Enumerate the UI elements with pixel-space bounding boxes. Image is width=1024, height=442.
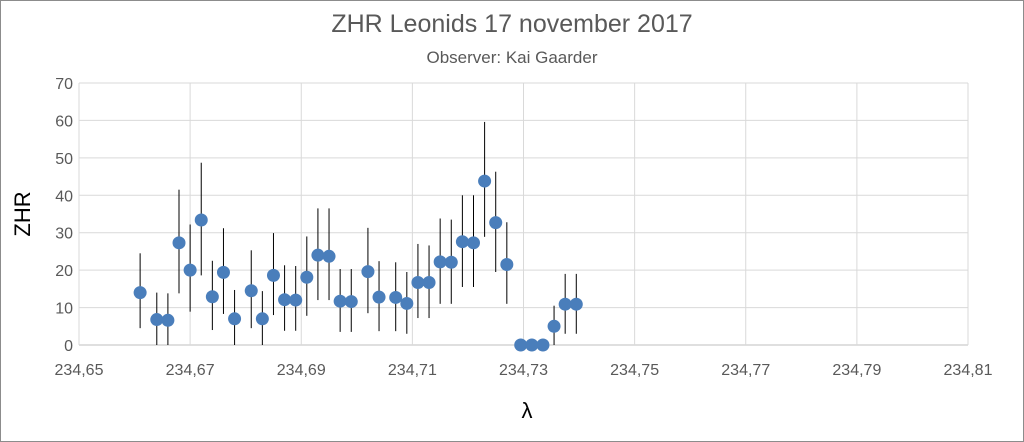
data-point <box>333 294 347 308</box>
data-point <box>228 312 242 326</box>
data-point <box>525 338 539 352</box>
data-point <box>216 265 230 279</box>
x-axis-label: λ <box>522 398 533 423</box>
y-axis-ticks: 0 10 20 30 40 50 60 70 <box>55 76 73 355</box>
data-point <box>361 265 375 279</box>
data-point <box>183 263 197 277</box>
data-point <box>161 313 175 327</box>
y-tick-label: 70 <box>55 76 73 93</box>
x-tick-label: 234,77 <box>721 362 770 379</box>
data-point <box>289 293 303 307</box>
y-axis-label: ZHR <box>10 191 35 236</box>
error-bars <box>139 121 577 345</box>
x-tick-label: 234,75 <box>610 362 659 379</box>
data-point <box>344 295 358 309</box>
x-tick-label: 234,69 <box>277 362 326 379</box>
data-point <box>244 284 258 298</box>
x-tick-label: 234,79 <box>832 362 881 379</box>
y-tick-label: 30 <box>55 226 73 243</box>
data-point <box>194 213 208 227</box>
gridlines <box>78 82 969 346</box>
data-point <box>311 248 325 262</box>
data-point <box>172 236 186 250</box>
data-point <box>372 290 386 304</box>
data-point <box>466 236 480 250</box>
y-tick-label: 0 <box>64 338 73 355</box>
data-point <box>278 293 292 307</box>
data-point <box>444 255 458 269</box>
x-axis-ticks: 234,65 234,67 234,69 234,71 234,73 234,75 234,… <box>55 362 993 379</box>
data-point <box>255 312 269 326</box>
x-tick-label: 234,81 <box>944 362 993 379</box>
data-point <box>547 319 561 333</box>
data-point <box>478 174 492 188</box>
data-point <box>150 313 164 327</box>
data-point <box>266 268 280 282</box>
data-point <box>422 275 436 289</box>
x-tick-label: 234,73 <box>499 362 548 379</box>
data-point <box>489 216 503 230</box>
x-tick-label: 234,71 <box>388 362 437 379</box>
y-tick-label: 60 <box>55 113 73 130</box>
data-point <box>411 275 425 289</box>
y-tick-label: 40 <box>55 188 73 205</box>
y-tick-label: 20 <box>55 263 73 280</box>
data-points <box>133 174 583 352</box>
data-point <box>300 270 314 284</box>
data-point <box>558 297 572 311</box>
data-point <box>205 290 219 304</box>
chart-subtitle: Observer: Kai Gaarder <box>426 48 597 67</box>
data-point <box>322 249 336 263</box>
y-tick-label: 10 <box>55 301 73 318</box>
x-tick-label: 234,67 <box>166 362 215 379</box>
data-point <box>389 290 403 304</box>
chart-title: ZHR Leonids 17 november 2017 <box>331 10 692 38</box>
data-point <box>536 338 550 352</box>
data-point <box>433 255 447 269</box>
data-point <box>569 297 583 311</box>
data-point <box>500 258 514 272</box>
y-tick-label: 50 <box>55 151 73 168</box>
data-point <box>455 235 469 249</box>
x-tick-label: 234,65 <box>55 362 104 379</box>
data-point <box>400 296 414 310</box>
data-point <box>133 286 147 300</box>
data-point <box>514 338 528 352</box>
